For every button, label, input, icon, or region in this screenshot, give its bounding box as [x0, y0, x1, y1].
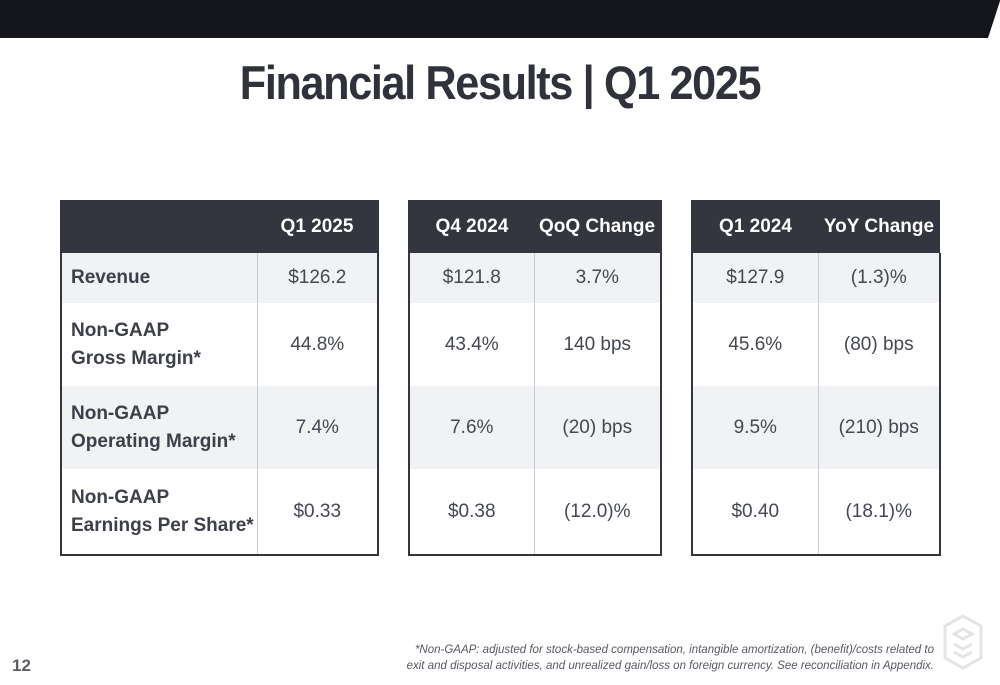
cell-qoq-change: (20) bps: [533, 386, 661, 469]
footnote: *Non-GAAP: adjusted for stock-based comp…: [374, 642, 934, 674]
row-label-line: Operating Margin*: [71, 430, 236, 452]
table-row-revenue: Revenue $126.2 $121.8 3.7% $127.9 (1.3)%: [60, 253, 941, 303]
cell-q4-2024: $0.38: [408, 469, 534, 556]
row-label-line: Earnings Per Share*: [71, 514, 254, 536]
table-row-earnings-per-share: Non-GAAP Earnings Per Share* $0.33 $0.38 …: [60, 469, 941, 556]
cell-yoy-change: (210) bps: [817, 386, 941, 469]
row-label-line: Revenue: [71, 267, 151, 288]
cell-q4-2024: 7.6%: [408, 386, 534, 469]
financial-results-table: Q1 2025 Q4 2024 QoQ Change Q1 2024 YoY C…: [60, 200, 941, 556]
cell-q1-2025: 44.8%: [256, 303, 378, 386]
table-row-operating-margin: Non-GAAP Operating Margin* 7.4% 7.6% (20)…: [60, 386, 941, 469]
top-banner-bar: [0, 0, 1000, 38]
cell-qoq-change: (12.0)%: [533, 469, 661, 556]
cell-q4-2024: $121.8: [408, 253, 534, 303]
column-gap: [660, 253, 693, 303]
cell-yoy-change: (18.1)%: [817, 469, 941, 556]
column-gap: [660, 386, 693, 469]
column-gap: [377, 253, 410, 303]
footnote-line: *Non-GAAP: adjusted for stock-based comp…: [414, 644, 934, 656]
cell-yoy-change: (1.3)%: [817, 253, 941, 303]
table-row-gross-margin: Non-GAAP Gross Margin* 44.8% 43.4% 140 bp…: [60, 303, 941, 386]
row-label: Revenue: [60, 253, 257, 303]
cell-q1-2024: $0.40: [691, 469, 818, 556]
header-q1-2025: Q1 2025: [257, 200, 378, 253]
column-gap: [377, 303, 410, 386]
header-corner: [60, 200, 257, 253]
column-gap: [660, 200, 693, 253]
cell-q1-2025: $126.2: [256, 253, 378, 303]
header-q4-2024: Q4 2024: [409, 200, 534, 253]
column-gap: [660, 303, 693, 386]
footnote-line: exit and disposal activities, and unreal…: [406, 660, 934, 672]
column-gap: [377, 200, 410, 253]
cell-q1-2025: $0.33: [256, 469, 378, 556]
page-title: Financial Results | Q1 2025: [239, 56, 762, 109]
header-q1-2024: Q1 2024: [692, 200, 818, 253]
cell-q1-2024: 45.6%: [691, 303, 818, 386]
header-yoy-change: YoY Change: [818, 200, 940, 253]
row-label: Non-GAAP Gross Margin*: [60, 303, 257, 386]
column-gap: [377, 386, 410, 469]
cell-q1-2024: $127.9: [691, 253, 818, 303]
row-label-line: Gross Margin*: [71, 347, 201, 369]
row-label-line: Non-GAAP: [71, 486, 170, 508]
row-label: Non-GAAP Earnings Per Share*: [60, 469, 257, 556]
column-gap: [377, 469, 410, 555]
cell-q1-2025: 7.4%: [256, 386, 378, 469]
company-logo-icon: [943, 614, 983, 670]
cell-yoy-change: (80) bps: [817, 303, 941, 386]
row-label-line: Non-GAAP: [71, 319, 170, 341]
column-gap: [660, 469, 693, 555]
cell-q1-2024: 9.5%: [691, 386, 818, 469]
page-number: 12: [12, 656, 31, 675]
row-label-line: Non-GAAP: [71, 402, 170, 424]
cell-qoq-change: 3.7%: [533, 253, 661, 303]
table-header-row: Q1 2025 Q4 2024 QoQ Change Q1 2024 YoY C…: [60, 200, 940, 253]
cell-q4-2024: 43.4%: [408, 303, 534, 386]
header-qoq-change: QoQ Change: [534, 200, 661, 253]
cell-qoq-change: 140 bps: [533, 303, 661, 386]
row-label: Non-GAAP Operating Margin*: [60, 386, 257, 469]
